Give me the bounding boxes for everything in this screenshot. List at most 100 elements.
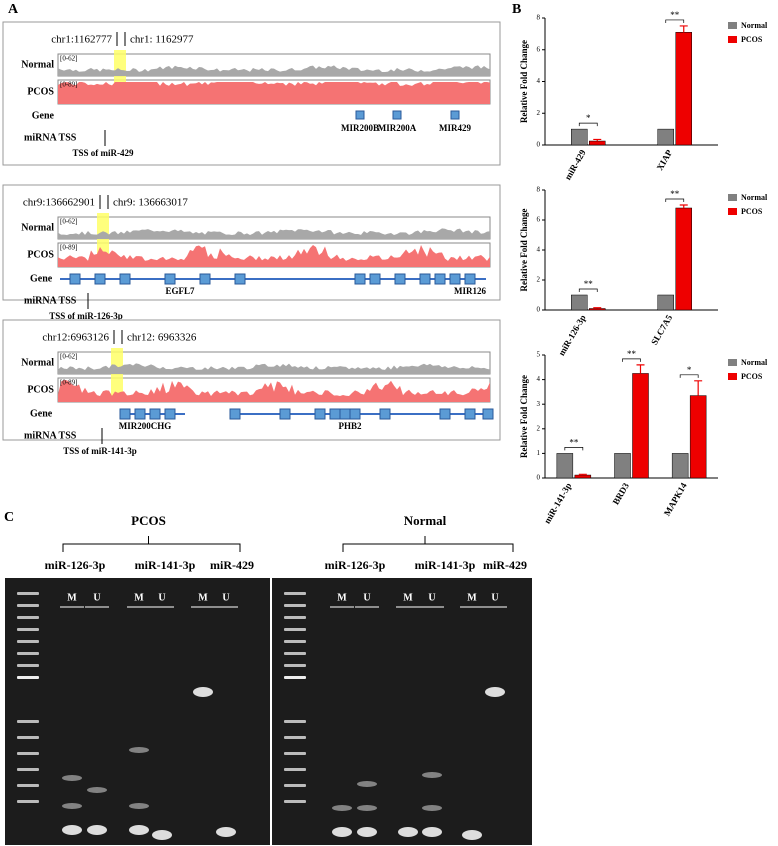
- x-tick-label: SLC7A5: [649, 313, 674, 347]
- sig-label: **: [627, 349, 637, 359]
- ladder-band: [284, 800, 306, 803]
- gel-band: [129, 747, 149, 753]
- sig-label: *: [687, 365, 692, 375]
- group-label: PCOS: [131, 513, 166, 528]
- y-tick-label: 8: [537, 186, 541, 194]
- exon: [339, 408, 351, 420]
- lane-label: miR-429: [483, 558, 527, 572]
- track-label: miRNA TSS: [24, 132, 77, 143]
- gene-label: EGFL7: [165, 286, 195, 296]
- exon: [119, 408, 131, 420]
- track-label: Normal: [21, 222, 54, 233]
- gel-image: [272, 578, 532, 845]
- legend-swatch: [728, 194, 737, 201]
- ladder-band: [284, 784, 306, 787]
- sig-bracket: [665, 198, 685, 202]
- lane-label: miR-141-3p: [415, 558, 476, 572]
- y-tick-label: 0: [537, 306, 541, 314]
- group-bracket: [342, 536, 514, 552]
- gel-band: [129, 825, 149, 835]
- panel-label: B: [512, 2, 521, 17]
- ladder-band: [284, 664, 306, 667]
- exon: [164, 408, 176, 420]
- gel-band: [152, 830, 172, 840]
- ladder-band: [17, 676, 39, 679]
- y-tick-label: 6: [537, 216, 541, 224]
- error-bar: [578, 473, 587, 476]
- exon: [419, 273, 431, 285]
- x-tick-label: miR-141-3p: [542, 481, 573, 525]
- bar: [571, 294, 588, 311]
- scale-label: [0-89]: [60, 244, 78, 252]
- coord-label: chr12: 6963326: [127, 332, 197, 344]
- y-tick-label: 2: [537, 109, 541, 117]
- legend-label: PCOS: [741, 35, 763, 44]
- legend-swatch: [728, 373, 737, 380]
- bar: [675, 32, 692, 146]
- gel-band: [332, 827, 352, 837]
- gel-band: [87, 787, 107, 793]
- exon: [379, 408, 391, 420]
- gel-band: [357, 805, 377, 811]
- ladder-band: [284, 768, 306, 771]
- exon: [392, 110, 402, 120]
- ladder-band: [17, 664, 39, 667]
- bar: [614, 453, 631, 479]
- tss-label: TSS of miR-141-3p: [63, 446, 137, 456]
- exon: [349, 408, 361, 420]
- bar: [657, 294, 674, 311]
- error-bar: [679, 204, 688, 208]
- y-tick-label: 6: [537, 45, 541, 53]
- lane-mark: M: [134, 592, 144, 603]
- gel-band: [193, 687, 213, 697]
- sig-label: **: [569, 437, 579, 447]
- x-tick-label: MAPK14: [662, 481, 689, 518]
- track-label: Gene: [32, 110, 55, 121]
- bar: [689, 395, 707, 479]
- ladder-band: [17, 720, 39, 723]
- gel-band: [422, 805, 442, 811]
- track-label: Normal: [21, 357, 54, 368]
- lane-mark: M: [67, 592, 77, 603]
- sig-bracket: [665, 19, 685, 23]
- ladder-band: [284, 652, 306, 655]
- tss-label: TSS of miR-429: [72, 148, 134, 158]
- normal-coverage: [58, 65, 490, 76]
- scale-label: [0-89]: [60, 81, 78, 89]
- bar: [675, 207, 692, 311]
- lane-mark: U: [93, 592, 100, 603]
- exon: [229, 408, 241, 420]
- legend-swatch: [728, 208, 737, 215]
- legend-label: Normal: [741, 358, 768, 367]
- tss-label: TSS of miR-126-3p: [49, 311, 123, 321]
- bar: [671, 453, 689, 479]
- ladder-band: [17, 652, 39, 655]
- ladder-band: [17, 800, 39, 803]
- exon: [439, 408, 451, 420]
- coord-label: chr9:136662901: [23, 197, 95, 209]
- exon: [450, 110, 460, 120]
- gel-band: [422, 827, 442, 837]
- y-tick-label: 8: [537, 14, 541, 22]
- bar: [571, 128, 588, 146]
- group-label: Normal: [404, 513, 447, 528]
- legend-label: PCOS: [741, 372, 763, 381]
- lane-label: miR-141-3p: [135, 558, 196, 572]
- bar: [574, 474, 592, 479]
- gene-label: MIR429: [439, 123, 471, 133]
- coord-label: chr1:1162777: [51, 34, 112, 46]
- gel-band: [129, 803, 149, 809]
- gel-band: [357, 827, 377, 837]
- exon: [434, 273, 446, 285]
- coord-label: chr12:6963126: [42, 332, 109, 344]
- lane-mark: U: [491, 592, 498, 603]
- ladder-band: [17, 736, 39, 739]
- y-tick-label: 0: [537, 474, 541, 482]
- gel-band: [332, 805, 352, 811]
- exon: [355, 110, 365, 120]
- exon: [134, 408, 146, 420]
- sig-label: **: [584, 279, 594, 289]
- ladder-band: [284, 736, 306, 739]
- y-tick-label: 5: [537, 351, 541, 359]
